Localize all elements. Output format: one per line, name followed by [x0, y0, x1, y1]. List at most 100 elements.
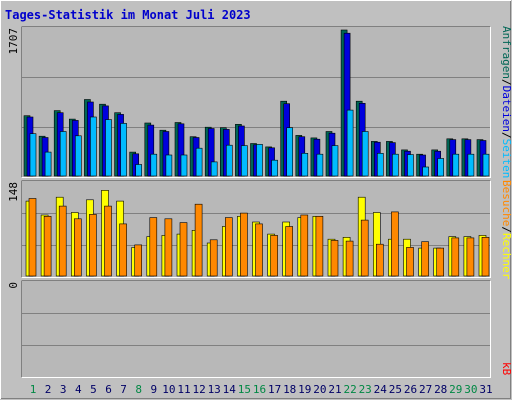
bar-besuche-day-31: [481, 237, 490, 277]
bar-besuche-day-17: [270, 235, 278, 277]
middle-panel: 148: [7, 180, 491, 278]
bar-seiten-day-9: [150, 153, 158, 177]
legend-separator-1: /: [500, 79, 512, 86]
bar-seiten-day-2: [44, 151, 52, 177]
bar-seiten-day-25: [392, 153, 399, 177]
bar-seiten-day-31: [482, 153, 490, 177]
bar-seiten-day-11: [180, 154, 188, 177]
bar-besuche-day-20: [315, 216, 324, 277]
bar-seiten-day-13: [210, 161, 218, 177]
legend-separator-3: /: [500, 226, 512, 233]
bar-seiten-day-28: [437, 158, 445, 177]
bar-besuche-day-28: [436, 247, 445, 277]
bar-seiten-day-15: [241, 145, 248, 177]
bar-seiten-day-22: [346, 109, 354, 177]
legend-separator-2: /: [500, 132, 512, 139]
x-tick-label: 2: [45, 383, 52, 396]
bar-besuche-day-1: [28, 198, 37, 277]
bar-seiten-day-19: [301, 153, 309, 177]
bar-seiten-day-12: [195, 147, 203, 177]
legend-hits: Anfragen: [500, 26, 512, 79]
bar-seiten-day-1: [29, 133, 37, 177]
bar-seiten-day-29: [452, 153, 460, 177]
x-tick-label: 13: [208, 383, 221, 396]
x-tick-label: 18: [283, 383, 296, 396]
x-tick-label: 20: [313, 383, 326, 396]
x-tick-label: 27: [419, 383, 432, 396]
x-tick-label: 26: [404, 383, 417, 396]
x-tick-label: 10: [162, 383, 175, 396]
bar-besuche-day-11: [179, 222, 188, 277]
bar-besuche-day-13: [209, 239, 218, 277]
bar-besuche-day-2: [43, 216, 52, 277]
bar-besuche-day-9: [149, 217, 158, 277]
x-tick-label: 3: [60, 383, 67, 396]
side-legend-top: Anfragen/Dateien/Seiten: [500, 26, 512, 178]
bar-besuche-day-18: [285, 226, 294, 277]
x-tick-label: 16: [253, 383, 266, 396]
bar-besuche-day-8: [134, 244, 142, 277]
legend-files: Dateien: [500, 86, 512, 132]
bar-seiten-day-8: [135, 164, 142, 177]
bar-seiten-day-23: [361, 131, 369, 177]
x-tick-label: 6: [105, 383, 112, 396]
x-tick-label: 5: [90, 383, 97, 396]
bottom-panel-frame: [21, 280, 491, 378]
x-tick-label: 7: [120, 383, 127, 396]
bar-besuche-day-30: [466, 237, 475, 277]
bar-besuche-day-7: [119, 223, 127, 277]
bar-besuche-day-27: [421, 241, 429, 277]
x-tick-label: 4: [75, 383, 82, 396]
x-tick-label: 1: [30, 383, 37, 396]
x-tick-label: 25: [389, 383, 402, 396]
x-tick-label: 31: [479, 383, 492, 396]
bottom-panel-max-label: 0: [7, 282, 20, 289]
bar-besuche-day-19: [300, 214, 309, 277]
x-axis-day-labels: 1 2 3 4 5 6 7 8 9 10 11 12 13 14 15 16 17 18 19 20 21 22 23 24 2…: [30, 383, 493, 396]
bar-besuche-day-14: [225, 217, 233, 277]
bar-seiten-day-4: [75, 135, 82, 177]
bar-seiten-day-3: [59, 131, 67, 177]
bar-seiten-day-26: [407, 154, 414, 177]
bar-besuche-day-3: [58, 205, 67, 277]
x-tick-label: 19: [298, 383, 311, 396]
x-tick-label: 23: [359, 383, 372, 396]
bar-besuche-day-21: [330, 240, 339, 277]
x-tick-label: 24: [374, 383, 388, 396]
bar-seiten-day-18: [286, 127, 294, 177]
x-tick-label: 30: [464, 383, 477, 396]
bar-seiten-day-27: [422, 166, 429, 177]
bar-seiten-day-6: [105, 119, 112, 177]
bar-seiten-day-30: [467, 153, 475, 177]
bar-besuche-day-29: [451, 237, 460, 277]
bar-seiten-day-16: [256, 144, 263, 177]
x-tick-label: 9: [150, 383, 157, 396]
bar-besuche-day-23: [360, 219, 369, 277]
legend-visits: Besuche: [500, 180, 512, 226]
bar-besuche-day-25: [391, 211, 399, 277]
bar-seiten-day-24: [376, 153, 384, 177]
bar-besuche-day-5: [89, 214, 97, 277]
bar-seiten-day-10: [165, 154, 173, 177]
bar-seiten-day-17: [271, 159, 278, 177]
bar-besuche-day-10: [164, 218, 173, 277]
legend-sites: Rechner: [500, 233, 512, 280]
side-legend-middle: Besuche/Rechner: [500, 180, 512, 280]
x-tick-label: 22: [343, 383, 356, 396]
x-tick-label: 12: [192, 383, 205, 396]
middle-panel-max-label: 148: [7, 182, 20, 202]
bottom-panel: 0: [7, 280, 491, 378]
bar-seiten-day-7: [120, 123, 127, 177]
legend-pages: Seiten: [500, 139, 512, 179]
bar-besuche-day-16: [255, 223, 263, 277]
bar-seiten-day-5: [90, 116, 97, 177]
legend-kbytes: kB: [500, 362, 512, 376]
x-tick-label: 11: [177, 383, 190, 396]
x-tick-label: 29: [449, 383, 462, 396]
bar-besuche-day-24: [375, 243, 384, 277]
x-tick-label: 8: [135, 383, 142, 396]
bar-besuche-day-12: [194, 203, 203, 277]
x-tick-label: 15: [238, 383, 251, 396]
chart-title: Tages-Statistik im Monat Juli 2023: [5, 8, 251, 22]
